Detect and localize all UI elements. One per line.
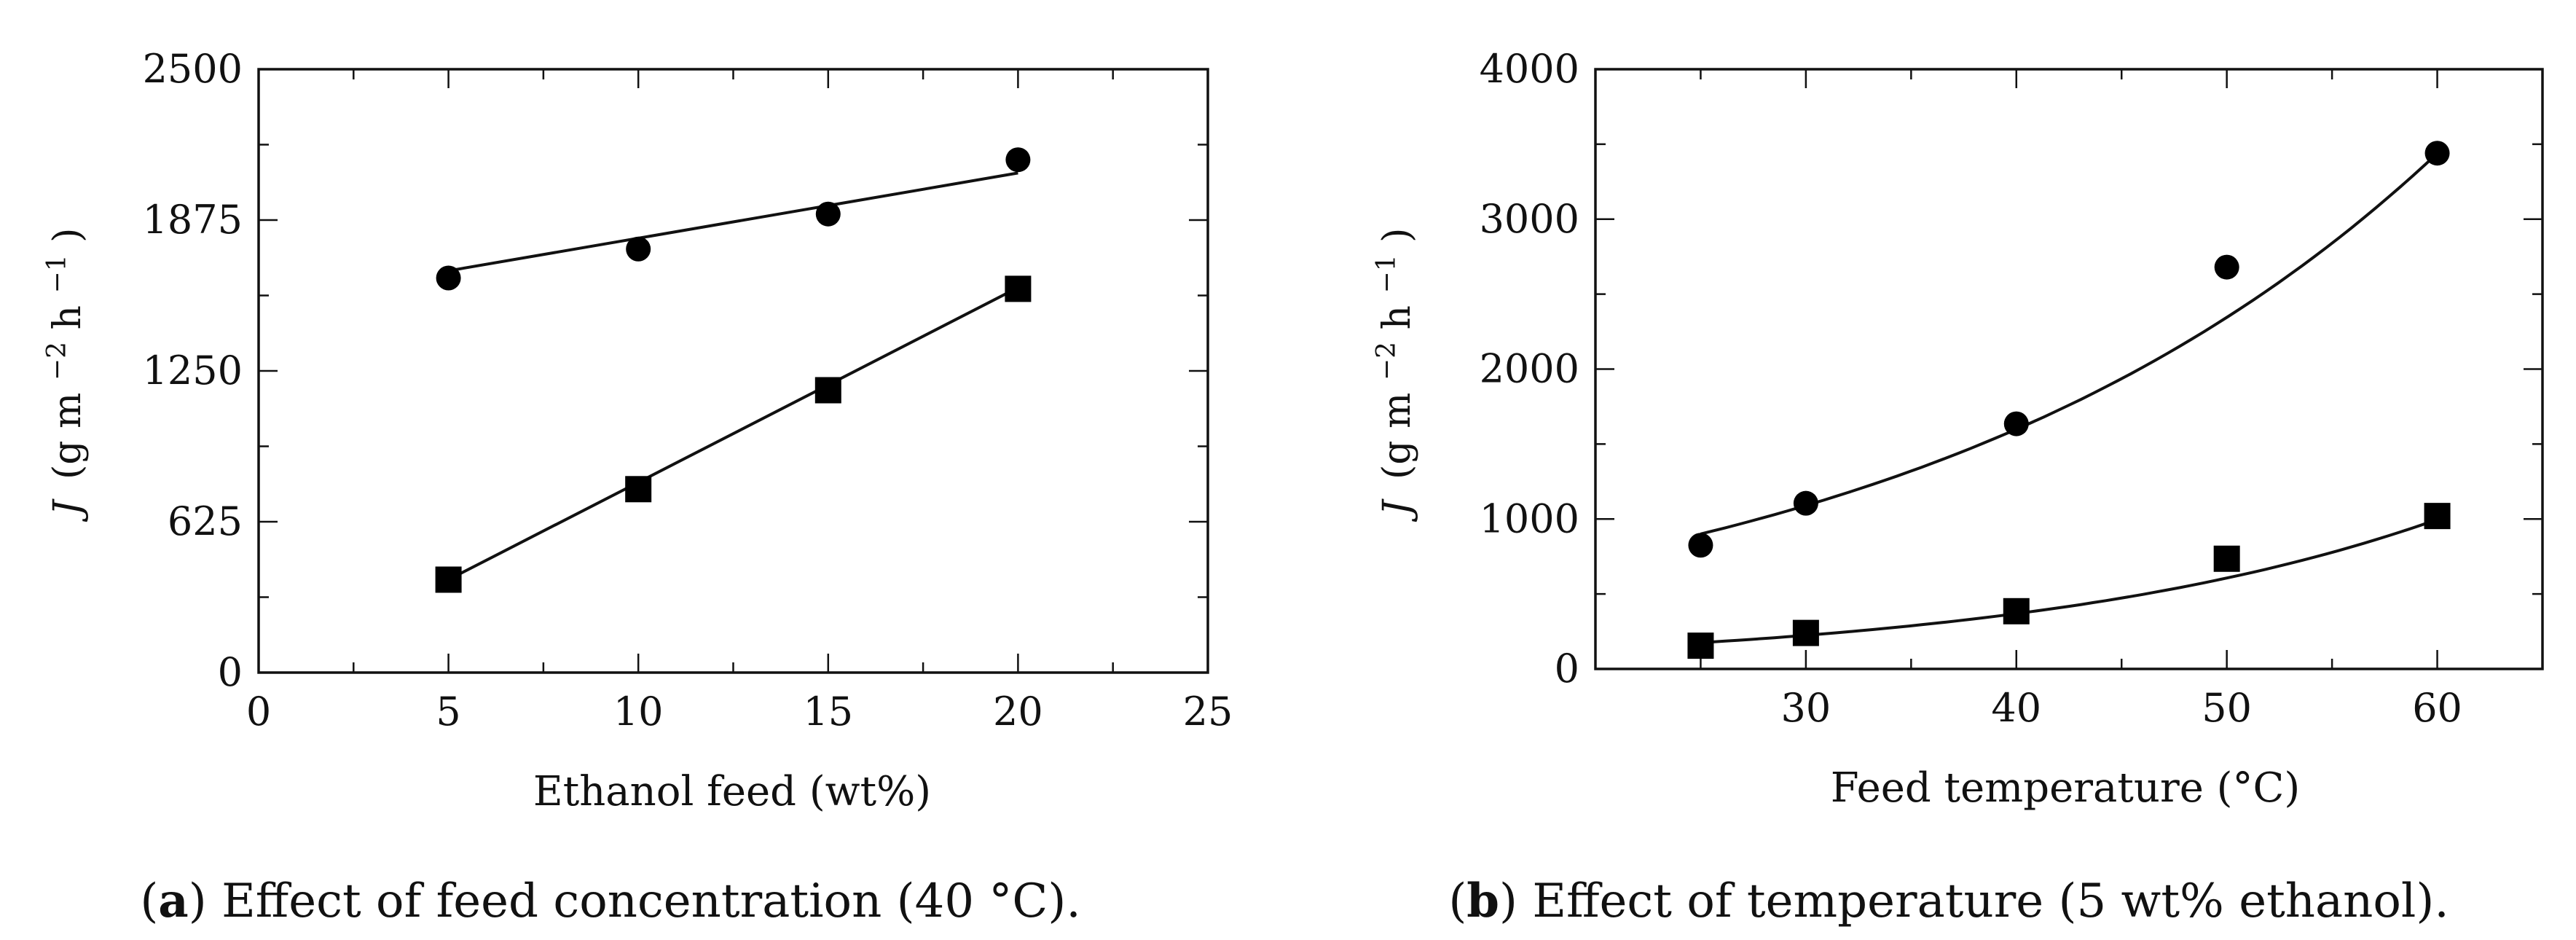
panel-b-point-square	[2003, 598, 2030, 624]
panel-a-xtick-label: 10	[613, 689, 664, 735]
panel-b-ytick-label: 0	[1555, 646, 1579, 692]
panel-a-point-circle	[1005, 147, 1031, 173]
panel-a-ylabel: J (g m −2 h −1 )	[31, 228, 90, 522]
panel-b-fit-line-squares	[1700, 518, 2438, 644]
panel-b-ylabel-unit: (g m	[1375, 393, 1419, 479]
panel-b-plot-frame	[1594, 68, 2544, 670]
panel-b-point-circle	[1793, 490, 1818, 516]
panel-a-point-square	[814, 377, 841, 404]
panel-b-ylabel-close: )	[1375, 228, 1419, 243]
panel-a-fit-line-squares	[447, 286, 1019, 581]
panel-a-point-square	[435, 566, 462, 593]
panel-b-point-circle	[2003, 411, 2029, 436]
panel-a-caption: (a) Effect of feed concentration (40 °C)…	[140, 874, 1080, 928]
panel-b-ytick-label: 1000	[1480, 496, 1579, 541]
panel-a-ylabel-unit2: h	[46, 305, 90, 330]
panel-b-ylabel-exp1: −2	[1372, 342, 1402, 380]
panel-b-chart: J (g m −2 h −1 ) Feed temperature (°C) (…	[1361, 46, 2544, 928]
panel-a-ylabel-unit: (g m	[46, 393, 90, 479]
panel-b-xtick-label: 30	[1781, 685, 1831, 731]
panel-b-ylabel-exp2: −1	[1372, 254, 1402, 293]
panel-b-caption-label: b	[1466, 874, 1499, 928]
panel-b-point-square	[1687, 632, 1714, 659]
panel-a-xtick-label: 5	[436, 689, 460, 735]
panel-b-xlabel: Feed temperature (°C)	[1831, 764, 2300, 812]
panel-a-caption-text: Effect of feed concentration (40 °C).	[207, 874, 1081, 928]
panel-b-ylabel-symbol: J	[1375, 498, 1419, 522]
panel-a-ytick-label: 1250	[143, 348, 243, 393]
panel-a-ylabel-close: )	[46, 228, 90, 243]
panel-b-xtick-label: 60	[2412, 685, 2462, 731]
panel-a-xtick-label: 25	[1183, 689, 1233, 735]
panel-a-caption-close: )	[189, 874, 207, 928]
panel-a-xlabel: Ethanol feed (wt%)	[533, 768, 931, 815]
panel-b-ylabel-unit2: h	[1375, 305, 1419, 330]
panel-b-point-square	[2213, 545, 2240, 572]
panel-a-point-circle	[626, 236, 651, 262]
panel-b-ylabel: J (g m −2 h −1 )	[1361, 228, 1419, 522]
panel-b-ytick-label: 2000	[1480, 346, 1579, 392]
panel-a-caption-label: a	[158, 874, 188, 928]
panel-a-point-square	[1005, 275, 1032, 302]
panel-b-caption-open: (	[1448, 874, 1466, 928]
panel-b-ytick-label: 3000	[1480, 196, 1579, 242]
panel-b-point-circle	[1688, 533, 1713, 558]
panel-b-xtick-label: 40	[1991, 685, 2041, 731]
panel-b-fit-line-circles	[1700, 152, 2438, 536]
panel-b-point-square	[1792, 619, 1819, 646]
panel-a-chart: J (g m −2 h −1 ) Ethanol feed (wt%) (a) …	[31, 46, 1233, 928]
panel-b-xtick-label: 50	[2202, 685, 2252, 731]
panel-b-point-circle	[2214, 254, 2239, 280]
panel-b-caption: (b) Effect of temperature (5 wt% ethanol…	[1448, 874, 2449, 928]
panel-b-point-circle	[2424, 141, 2450, 166]
panel-b-caption-close: )	[1499, 874, 1517, 928]
panel-a-xtick-label: 20	[993, 689, 1043, 735]
panel-a-ytick-label: 2500	[143, 46, 243, 92]
panel-a-ytick-label: 1875	[143, 197, 243, 243]
panel-a-caption-open: (	[140, 874, 158, 928]
panel-a-point-circle	[436, 265, 461, 291]
panel-a-plot-frame	[257, 68, 1209, 674]
panel-a-point-circle	[815, 201, 841, 227]
panel-a-ylabel-exp2: −1	[42, 254, 72, 293]
panel-a-xtick-label: 0	[246, 689, 271, 735]
panel-a-fit-line-circles	[448, 171, 1018, 273]
panel-b-caption-text: Effect of temperature (5 wt% ethanol).	[1517, 874, 2449, 928]
panel-b-point-square	[2424, 503, 2451, 530]
panel-a-ylabel-symbol: J	[46, 498, 90, 522]
panel-b-ytick-label: 4000	[1480, 46, 1579, 92]
panel-a-ylabel-exp1: −2	[42, 342, 72, 380]
panel-a-xtick-label: 15	[803, 689, 853, 735]
panel-a-point-square	[625, 476, 652, 503]
panel-a-ytick-label: 0	[218, 649, 243, 695]
panel-a-ytick-label: 625	[168, 498, 243, 544]
